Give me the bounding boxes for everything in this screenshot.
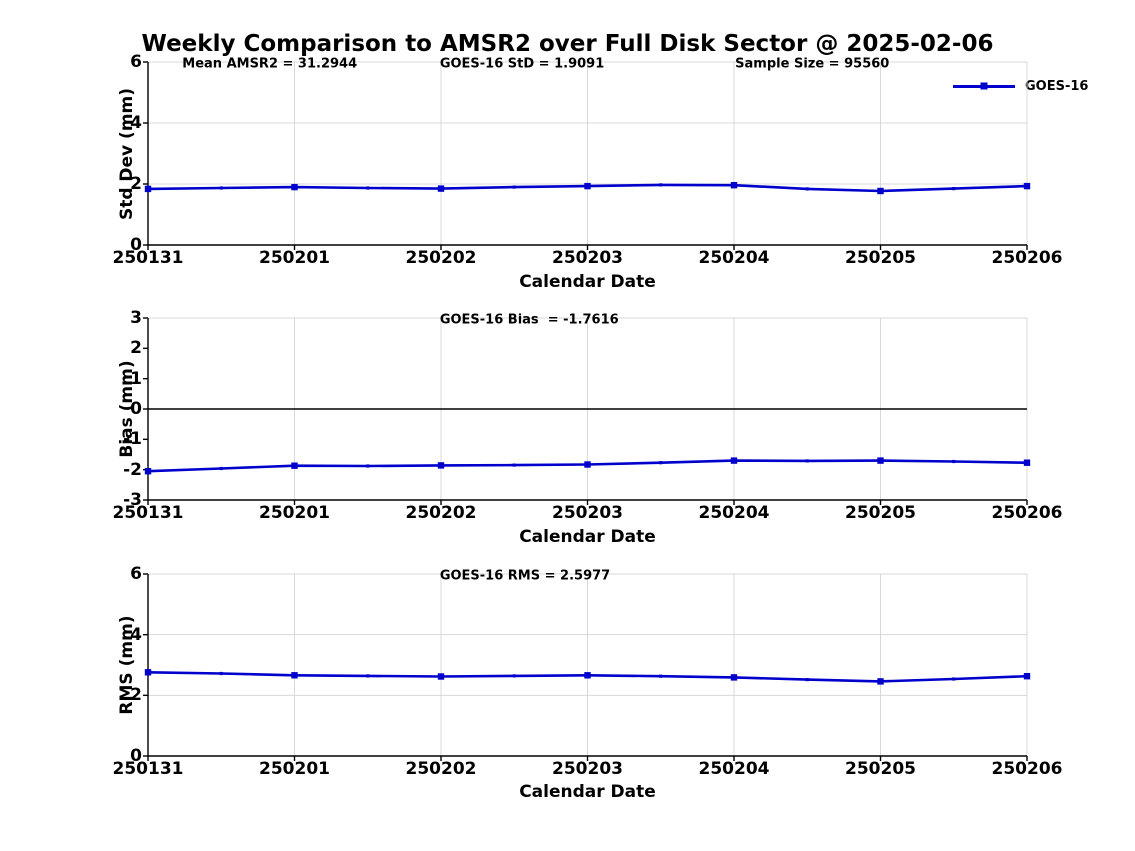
std-dev-y-tick-label: 6 <box>130 52 142 72</box>
rms-line-chart <box>143 573 1031 761</box>
stddev-line-chart <box>143 61 1031 250</box>
x-tick-label: 250205 <box>845 759 916 779</box>
std-dev-annotation: Sample Size = 95560 <box>735 56 890 72</box>
std-dev-y-tick-label: 2 <box>130 174 142 194</box>
std-dev-annotation: GOES-16 StD = 1.9091 <box>439 56 605 72</box>
bias-plot-area <box>143 317 1031 505</box>
bias-y-tick-label: 2 <box>130 338 142 359</box>
stddev-x-axis-label: Calendar Date <box>519 272 656 292</box>
x-tick-label: 250201 <box>259 503 330 523</box>
rms-plot-area <box>143 573 1031 761</box>
x-tick-label: 250131 <box>112 759 184 779</box>
rms-y-tick-label: 2 <box>130 685 142 706</box>
bias-annotation: GOES-16 Bias = -1.7616 <box>439 312 619 328</box>
rms-x-tick-labels: 250131 250201 250202 250203 250204 250205 2502… <box>113 759 1063 781</box>
bias-y-tick-label: -3 <box>123 490 142 510</box>
rms-x-axis-label: Calendar Date <box>519 782 656 802</box>
x-tick-label: 250206 <box>991 759 1063 779</box>
rms-y-tick-label: 4 <box>130 624 142 645</box>
x-tick-label: 250204 <box>698 503 770 523</box>
x-tick-label: 250203 <box>552 759 623 779</box>
x-tick-label: 250202 <box>405 248 477 268</box>
legend-marker-icon <box>980 82 988 90</box>
bias-x-axis-label: Calendar Date <box>519 527 656 547</box>
stddev-x-tick-labels: 250131 250201 250202 250203 250204 250205 2502… <box>113 248 1063 270</box>
x-tick-label: 250131 <box>112 503 184 523</box>
legend: GOES-16 <box>953 78 1089 94</box>
rms-annotation: GOES-16 RMS = 2.5977 <box>439 568 611 584</box>
x-tick-label: 250204 <box>698 248 770 268</box>
bias-y-tick-label: 1 <box>130 368 142 389</box>
x-tick-label: 250203 <box>552 248 623 268</box>
legend-series-label: GOES-16 <box>1025 78 1089 94</box>
bias-x-tick-labels: 250131 250201 250202 250203 250204 250205 2502… <box>113 503 1063 525</box>
x-tick-label: 250204 <box>698 759 770 779</box>
x-tick-label: 250206 <box>991 503 1063 523</box>
bias-y-tick-label: 3 <box>130 308 142 328</box>
stddev-y-axis-label: Std Dev (mm) <box>117 87 137 221</box>
x-tick-label: 250201 <box>259 759 330 779</box>
x-tick-label: 250131 <box>112 248 184 268</box>
bias-line-chart <box>143 317 1031 505</box>
x-tick-label: 250201 <box>259 248 330 268</box>
x-tick-label: 250202 <box>405 503 477 523</box>
bias-y-tick-label: -1 <box>123 429 142 450</box>
legend-line-sample <box>953 82 1015 90</box>
rms-y-tick-label: 6 <box>130 564 142 584</box>
std-dev-annotation: Mean AMSR2 = 31.2944 <box>182 56 358 72</box>
x-tick-label: 250205 <box>845 503 916 523</box>
figure-title: Weekly Comparison to AMSR2 over Full Dis… <box>141 31 994 57</box>
x-tick-label: 250202 <box>405 759 477 779</box>
std-dev-y-tick-label: 4 <box>130 113 142 133</box>
std-dev-y-tick-label: 0 <box>130 235 142 255</box>
x-tick-label: 250205 <box>845 248 916 268</box>
x-tick-label: 250206 <box>991 248 1063 268</box>
rms-y-tick-label: 0 <box>130 746 142 766</box>
bias-y-tick-label: -2 <box>123 459 142 480</box>
x-tick-label: 250203 <box>552 503 623 523</box>
stddev-plot-area <box>143 61 1031 250</box>
bias-y-tick-label: 0 <box>130 399 142 419</box>
